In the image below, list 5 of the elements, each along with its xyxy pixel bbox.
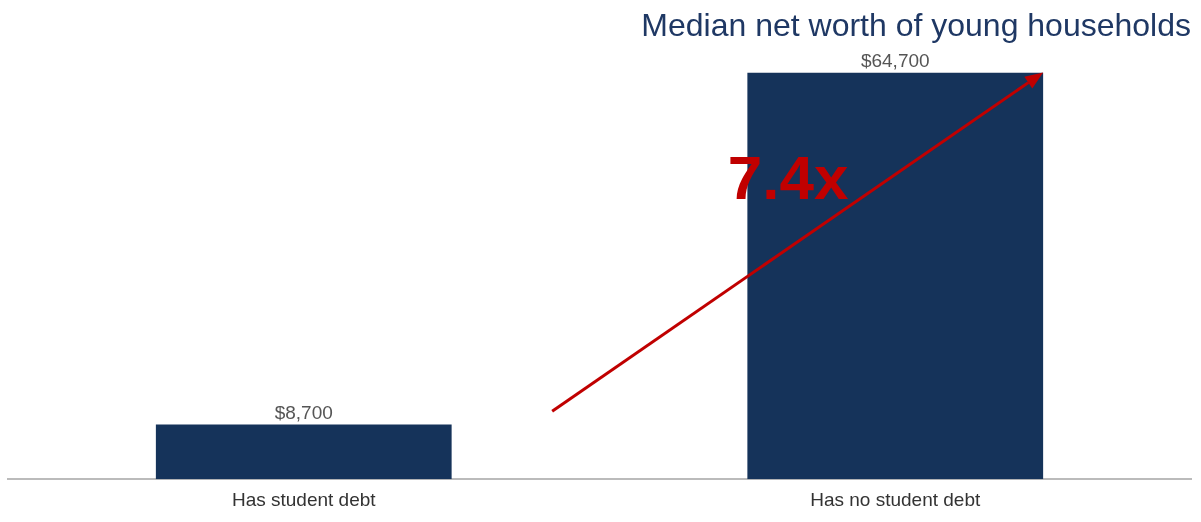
data-label: $8,700 (274, 402, 333, 424)
x-tick-label: Has student debt (231, 488, 377, 510)
data-label: $64,700 (860, 50, 930, 72)
x-tick-label: Has no student debt (810, 488, 981, 510)
chart-title: Median net worth of young households (641, 7, 1191, 44)
